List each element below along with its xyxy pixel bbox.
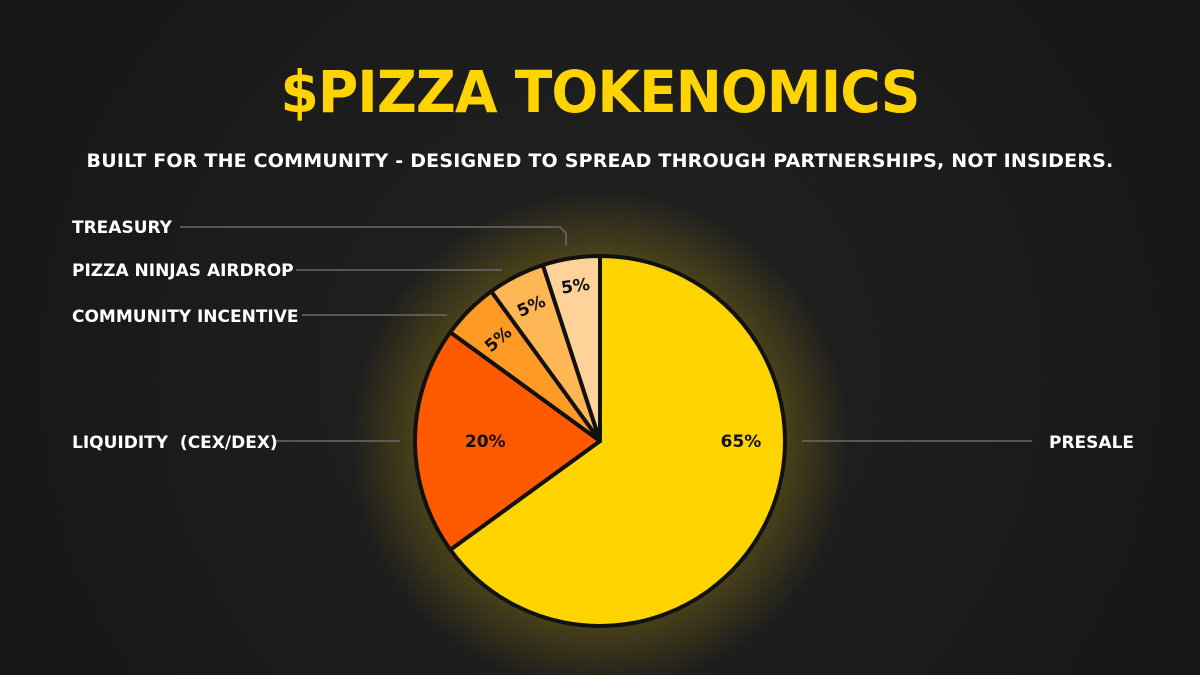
slice-label-treasury: TREASURY xyxy=(72,218,173,238)
leader-lines xyxy=(180,226,1032,442)
pie-slice-treasury xyxy=(540,254,602,443)
pie-slice-liquidity-cex-dex xyxy=(413,330,602,552)
slice-label-presale: PRESALE xyxy=(1049,433,1134,453)
pct-label-treasury: 5% xyxy=(560,275,591,299)
chart-title: $PIZZA TOKENOMICS xyxy=(280,58,920,126)
chart-subtitle: BUILT FOR THE COMMUNITY - DESIGNED TO SP… xyxy=(86,150,1114,172)
slice-label-pizza-ninjas-airdrop: PIZZA NINJAS AIRDROP xyxy=(72,261,294,281)
slice-label-community-incentive: COMMUNITY INCENTIVE xyxy=(72,307,299,327)
pie-slices xyxy=(413,254,787,628)
slice-label-liquidity-cex-dex: LIQUIDITY (CEX/DEX) xyxy=(72,433,278,453)
slice-labels: PRESALE LIQUIDITY (CEX/DEX) COMMUNITY INCE… xyxy=(72,218,1134,453)
pie-slice-presale xyxy=(448,254,787,628)
pct-label-presale: 65% xyxy=(721,432,762,452)
pct-label-liquidity-cex-dex: 20% xyxy=(465,432,506,452)
leader-line-treasury xyxy=(180,226,567,246)
